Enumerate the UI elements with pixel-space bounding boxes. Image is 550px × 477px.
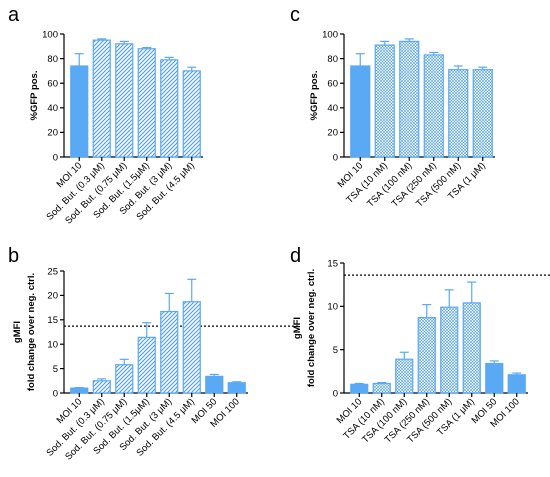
bar xyxy=(350,383,369,394)
y-tick-label: 80 xyxy=(327,54,338,65)
bar xyxy=(92,380,111,394)
bar xyxy=(92,39,111,158)
y-axis-title: gMFI xyxy=(292,317,303,339)
bar xyxy=(70,387,89,394)
panel-c-letter: c xyxy=(290,4,300,26)
bar xyxy=(205,375,224,394)
y-tick-label: 60 xyxy=(47,79,58,90)
bar xyxy=(507,374,526,394)
y-tick-label: 20 xyxy=(47,291,58,302)
y-tick-label: 100 xyxy=(42,29,58,40)
bar xyxy=(440,306,459,394)
bar xyxy=(137,336,156,394)
bar xyxy=(137,48,156,158)
y-tick-label: 0 xyxy=(53,388,58,399)
y-axis-title: fold change over neg. ctrl. xyxy=(306,269,317,387)
y-tick-label: 5 xyxy=(53,364,58,375)
bar xyxy=(399,40,420,158)
y-tick-label: 100 xyxy=(322,29,338,40)
bar xyxy=(70,65,89,158)
bar xyxy=(115,43,134,158)
bar xyxy=(472,69,493,158)
y-tick-label: 5 xyxy=(333,345,338,356)
y-axis-title: gMFI xyxy=(12,321,23,343)
y-tick-label: 10 xyxy=(47,340,58,351)
bar xyxy=(462,302,481,394)
bar xyxy=(485,362,504,394)
bar xyxy=(115,364,134,394)
y-tick-label: 15 xyxy=(327,258,338,269)
y-tick-label: 20 xyxy=(327,128,338,139)
bar xyxy=(227,382,246,394)
bar xyxy=(374,44,395,158)
bar xyxy=(182,70,201,158)
panel-a-letter: a xyxy=(8,4,20,26)
y-tick-label: 0 xyxy=(333,152,338,163)
y-tick-label: 0 xyxy=(333,388,338,399)
y-tick-label: 40 xyxy=(327,103,338,114)
y-tick-label: 15 xyxy=(47,315,58,326)
y-tick-label: 60 xyxy=(327,79,338,90)
y-axis-title: %GFP pos. xyxy=(29,71,40,121)
bar xyxy=(182,301,201,394)
y-tick-label: 20 xyxy=(47,128,58,139)
panel-d-letter: d xyxy=(290,245,301,267)
y-tick-label: 0 xyxy=(53,152,58,163)
y-axis-title: fold change over neg. ctrl. xyxy=(26,273,37,391)
y-axis-title: %GFP pos. xyxy=(309,71,320,121)
bar xyxy=(372,382,391,394)
bar xyxy=(423,54,444,158)
panel-b-letter: b xyxy=(8,245,19,267)
bar xyxy=(160,59,179,158)
y-tick-label: 10 xyxy=(327,302,338,313)
bar xyxy=(395,358,414,394)
y-tick-label: 80 xyxy=(47,54,58,65)
y-tick-label: 25 xyxy=(47,266,58,277)
y-tick-label: 40 xyxy=(47,103,58,114)
bar xyxy=(160,310,179,394)
bar xyxy=(417,317,436,394)
bar xyxy=(350,65,371,158)
bar xyxy=(448,69,469,158)
